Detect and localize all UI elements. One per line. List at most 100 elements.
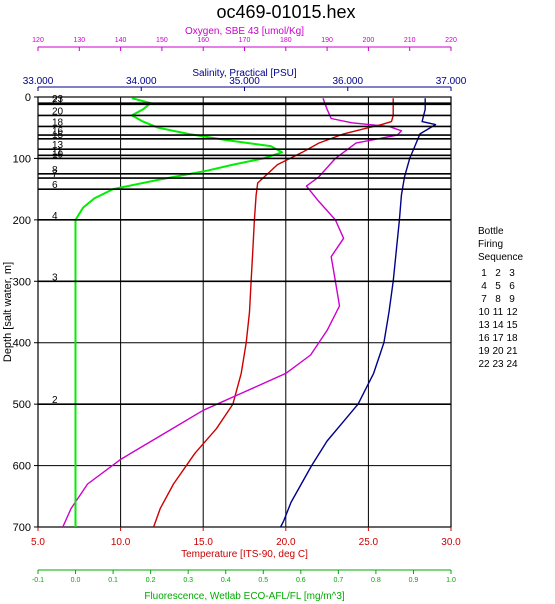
axis-label-oxygen: Oxygen, SBE 43 [umol/Kg] — [185, 26, 304, 37]
legend-bottle-number: 5 — [495, 281, 501, 292]
legend-bottle-number: 13 — [478, 320, 490, 331]
legend-bottle-number: 23 — [492, 359, 504, 370]
bottle-firing-label: 11 — [52, 146, 63, 157]
bottle-firing-label: 16 — [52, 126, 64, 137]
tick-label-temperature: 25.0 — [359, 537, 379, 548]
bottle-firing-label: 23 — [52, 94, 64, 105]
depth-tick-label: 500 — [13, 399, 31, 411]
tick-label-salinity: 33.000 — [23, 76, 54, 87]
bottle-firing-label: 2 — [52, 395, 58, 406]
legend-bottle-number: 19 — [478, 346, 490, 357]
bottle-firing-label: 8 — [52, 165, 58, 176]
bottle-firing-label: 4 — [52, 211, 58, 222]
tick-label-oxygen: 140 — [115, 37, 127, 44]
tick-label-temperature: 10.0 — [111, 537, 131, 548]
legend-title-line: Firing — [478, 239, 503, 250]
legend-bottle-number: 14 — [492, 320, 504, 331]
bottle-firing-label: 6 — [52, 180, 58, 191]
series-line-oxygen — [62, 97, 403, 528]
legend-bottle-number: 15 — [506, 320, 518, 331]
tick-label-temperature: 30.0 — [441, 537, 461, 548]
legend-bottle-number: 3 — [509, 268, 515, 279]
legend-bottle-number: 22 — [478, 359, 490, 370]
bottle-firing-label: 10 — [52, 149, 64, 160]
depth-tick-label: 600 — [13, 461, 31, 473]
legend-bottle-number: 8 — [495, 294, 501, 305]
legend-bottle-number: 7 — [481, 294, 487, 305]
legend-bottle-number: 4 — [481, 281, 487, 292]
tick-label-oxygen: 190 — [321, 37, 333, 44]
bottom-axes: 5.0 10.0 15.0 20.0 25.0 30.0 Temperature [ITS-… — [31, 527, 461, 602]
tick-label-oxygen: 210 — [404, 37, 416, 44]
legend-bottle-number: 20 — [492, 346, 504, 357]
tick-label-oxygen: 120 — [32, 37, 44, 44]
depth-axis: 0 100 200 300 400 500 600 700 Depth [salt water,… — [2, 92, 38, 534]
legend-bottle-number: 21 — [506, 346, 518, 357]
bottle-firing-label: 18 — [52, 117, 64, 128]
axis-label-fluorescence: Fluorescence, Wetlab ECO-AFL/FL [mg/m^3] — [144, 591, 345, 602]
tick-label-fluorescence: 0.6 — [296, 577, 306, 584]
tick-label-fluorescence: 0.5 — [258, 577, 268, 584]
legend-bottle-number: 10 — [478, 307, 490, 318]
tick-label-fluorescence: 0.1 — [108, 577, 118, 584]
tick-label-fluorescence: 0.3 — [183, 577, 193, 584]
depth-tick-label: 0 — [25, 92, 31, 104]
depth-axis-label: Depth [salt water, m] — [2, 262, 14, 362]
depth-tick-label: 200 — [13, 215, 31, 227]
tick-label-oxygen: 150 — [156, 37, 168, 44]
tick-label-salinity: 35.000 — [229, 76, 260, 87]
bottle-firing-label: 3 — [52, 272, 58, 283]
tick-label-salinity: 36.000 — [332, 76, 363, 87]
depth-tick-label: 700 — [13, 522, 31, 534]
tick-label-oxygen: 130 — [73, 37, 85, 44]
axis-label-salinity: Salinity, Practical [PSU] — [192, 68, 297, 79]
bottle-firing-label: 7 — [52, 169, 58, 180]
tick-label-temperature: 5.0 — [31, 537, 45, 548]
tick-label-temperature: 20.0 — [276, 537, 296, 548]
tick-label-fluorescence: 0.0 — [71, 577, 81, 584]
series-line-salinity — [279, 98, 437, 528]
series-line-fluorescence — [74, 97, 283, 527]
legend-bottle-number: 18 — [506, 333, 518, 344]
legend-bottle-number: 1 — [481, 268, 487, 279]
bottle-firing-label: 13 — [52, 140, 64, 151]
tick-label-oxygen: 160 — [197, 37, 209, 44]
tick-label-fluorescence: -0.1 — [32, 577, 44, 584]
legend-bottle-number: 24 — [506, 359, 518, 370]
tick-label-salinity: 37.000 — [436, 76, 467, 87]
tick-label-oxygen: 180 — [280, 37, 292, 44]
tick-label-oxygen: 200 — [363, 37, 375, 44]
series-line-temperature — [152, 98, 394, 528]
tick-label-fluorescence: 0.4 — [221, 577, 231, 584]
legend-bottle-number: 2 — [495, 268, 501, 279]
legend-bottle-number: 16 — [478, 333, 490, 344]
legend-title-line: Sequence — [478, 252, 523, 263]
tick-label-fluorescence: 0.2 — [146, 577, 156, 584]
tick-label-fluorescence: 0.7 — [333, 577, 343, 584]
tick-label-oxygen: 220 — [445, 37, 457, 44]
legend-bottle-number: 6 — [509, 281, 515, 292]
chart-title: oc469-01015.hex — [216, 2, 355, 22]
bottle-firing-label: 20 — [52, 106, 64, 117]
legend-title-line: Bottle — [478, 226, 504, 237]
bottle-firing-label: 15 — [52, 130, 64, 141]
tick-label-temperature: 15.0 — [193, 537, 213, 548]
tick-label-fluorescence: 0.9 — [409, 577, 419, 584]
legend-bottle-number: 11 — [493, 307, 504, 318]
tick-label-fluorescence: 1.0 — [446, 577, 456, 584]
legend-bottle-number: 12 — [506, 307, 518, 318]
depth-tick-label: 400 — [13, 338, 31, 350]
depth-tick-label: 300 — [13, 276, 31, 288]
axis-label-temperature: Temperature [ITS-90, deg C] — [181, 549, 308, 560]
legend-bottle-number: 9 — [509, 294, 515, 305]
data-series — [62, 97, 437, 528]
tick-label-oxygen: 170 — [239, 37, 251, 44]
legend-bottle-number: 17 — [492, 333, 504, 344]
top-axes: 120 130 140 150 160 170 180 190 200 210 220 Oxygen,… — [23, 26, 467, 91]
tick-label-fluorescence: 0.8 — [371, 577, 381, 584]
bottle-firing-label: 21 — [52, 95, 64, 106]
plot-frame — [37, 96, 452, 528]
